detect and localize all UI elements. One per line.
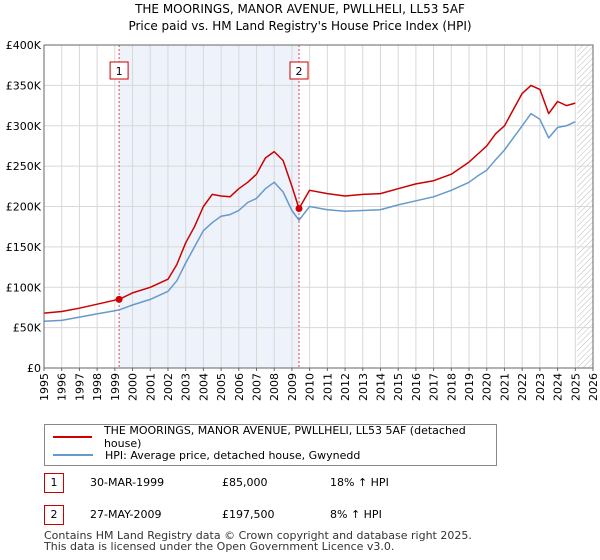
chart-legend: THE MOORINGS, MANOR AVENUE, PWLLHELI, LL… <box>44 424 497 466</box>
y-tick-label: £400K <box>6 39 42 52</box>
x-tick-label: 1999 <box>109 373 122 401</box>
plot-frame <box>43 44 594 369</box>
footer-licence: This data is licensed under the Open Gov… <box>44 540 395 553</box>
x-tick-label: 2007 <box>251 373 264 401</box>
transaction-marker: 1 <box>44 473 64 493</box>
footer-notice: Contains HM Land Registry data © Crown c… <box>44 530 472 552</box>
y-tick-label: £200K <box>6 201 42 214</box>
series-line-property <box>43 84 576 314</box>
series-line-hpi <box>43 112 576 322</box>
x-tick-label: 2025 <box>569 373 582 401</box>
legend-swatch-hpi <box>53 454 93 456</box>
y-tick-label: £0 <box>27 362 41 375</box>
x-tick-label: 2016 <box>410 373 423 401</box>
x-tick-label: 2023 <box>534 373 547 401</box>
transaction-date: 30-MAR-1999 <box>90 476 165 489</box>
x-tick-label: 2012 <box>339 373 352 401</box>
transaction-price: £85,000 <box>222 476 268 489</box>
x-tick-label: 2024 <box>552 373 565 401</box>
x-tick-label: 2010 <box>304 373 317 401</box>
x-tick-label: 2011 <box>321 373 334 401</box>
transaction-marker: 2 <box>44 505 64 525</box>
transaction-price: £197,500 <box>222 508 275 521</box>
chart-title: THE MOORINGS, MANOR AVENUE, PWLLHELI, LL… <box>134 2 465 16</box>
marker-label: 1 <box>116 65 123 78</box>
x-tick-label: 2004 <box>197 373 210 401</box>
transaction-date: 27-MAY-2009 <box>90 508 162 521</box>
chart-subtitle: Price paid vs. HM Land Registry's House … <box>128 19 471 33</box>
x-tick-label: 2008 <box>268 373 281 401</box>
x-tick-label: 1996 <box>56 373 69 401</box>
x-tick-label: 2021 <box>498 373 511 401</box>
transaction-row: 1 30-MAR-1999 £85,000 18% ↑ HPI <box>44 473 564 493</box>
x-tick-label: 2003 <box>180 373 193 401</box>
y-tick-label: £350K <box>6 79 42 92</box>
y-tick-label: £300K <box>6 120 42 133</box>
legend-label-hpi: HPI: Average price, detached house, Gwyn… <box>105 448 361 462</box>
legend-item-property: THE MOORINGS, MANOR AVENUE, PWLLHELI, LL… <box>53 424 496 450</box>
y-tick-label: £50K <box>13 322 42 335</box>
x-tick-label: 2020 <box>481 373 494 401</box>
x-tick-label: 2000 <box>127 373 140 401</box>
legend-label-property: THE MOORINGS, MANOR AVENUE, PWLLHELI, LL… <box>103 424 466 450</box>
marker-label: 2 <box>296 65 303 78</box>
price-chart: THE MOORINGS, MANOR AVENUE, PWLLHELI, LL… <box>6 2 600 401</box>
x-tick-label: 2002 <box>162 373 175 401</box>
transaction-row: 2 27-MAY-2009 £197,500 8% ↑ HPI <box>44 505 564 525</box>
x-tick-label: 1998 <box>91 373 104 401</box>
x-tick-label: 2015 <box>392 373 405 401</box>
x-tick-label: 2001 <box>144 373 157 401</box>
sale-point <box>115 295 123 303</box>
x-tick-label: 2022 <box>516 373 529 401</box>
sale-point <box>295 205 303 213</box>
x-tick-label: 2019 <box>463 373 476 401</box>
transaction-hpi-change: 8% ↑ HPI <box>330 508 382 521</box>
x-tick-label: 2006 <box>233 373 246 401</box>
marker-box <box>109 61 129 80</box>
y-tick-label: £250K <box>6 160 42 173</box>
x-tick-label: 2018 <box>445 373 458 401</box>
legend-swatch-property <box>53 436 92 438</box>
legend-item-hpi: HPI: Average price, detached house, Gwyn… <box>53 447 360 463</box>
x-tick-label: 2005 <box>215 373 228 401</box>
y-tick-label: £100K <box>6 281 42 294</box>
footer-copyright: Contains HM Land Registry data © Crown c… <box>44 529 472 542</box>
y-tick-label: £150K <box>6 241 42 254</box>
x-tick-label: 2017 <box>428 373 441 401</box>
x-tick-label: 1997 <box>73 373 86 401</box>
x-tick-label: 2009 <box>286 373 299 401</box>
x-tick-label: 2026 <box>587 373 600 401</box>
x-tick-label: 2014 <box>374 373 387 401</box>
marker-box <box>289 61 309 80</box>
x-tick-label: 1995 <box>38 373 51 401</box>
transaction-hpi-change: 18% ↑ HPI <box>330 476 389 489</box>
x-tick-label: 2013 <box>357 373 370 401</box>
